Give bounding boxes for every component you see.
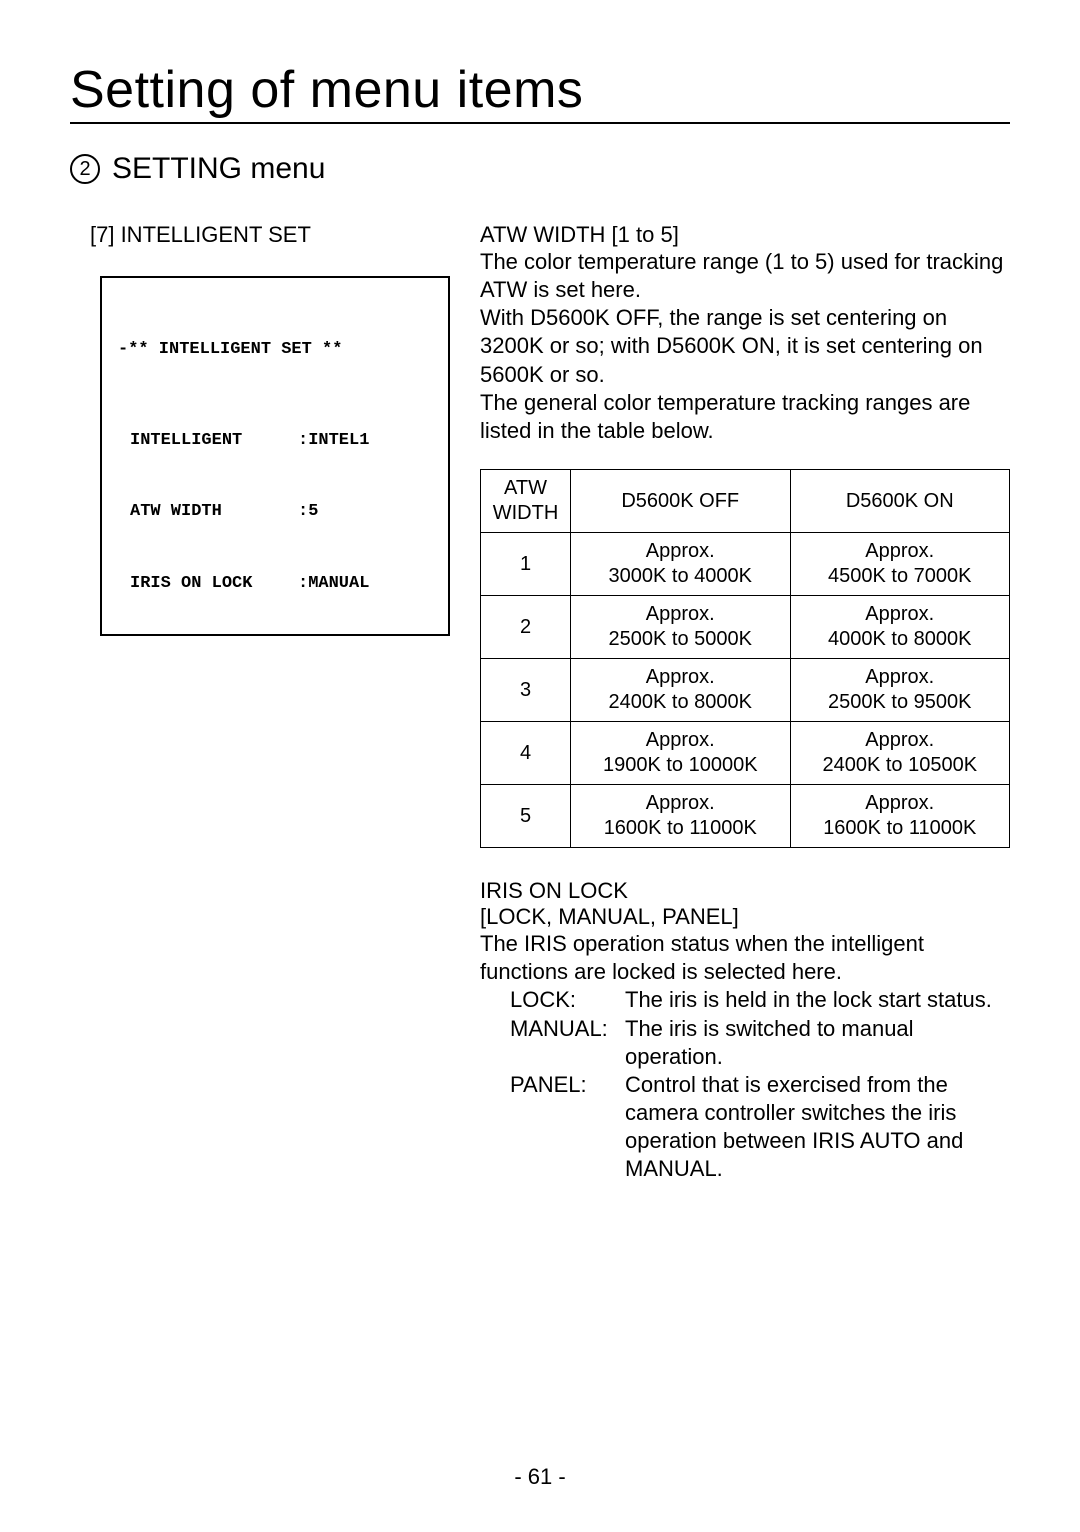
- page-title: Setting of menu items: [70, 60, 1010, 124]
- definition-term: MANUAL:: [510, 1015, 625, 1071]
- menu-row: INTELLIGENTINTEL1: [118, 429, 432, 453]
- table-cell-width: 2: [481, 596, 571, 659]
- table-row: 4Approx.1900K to 10000KApprox.2400K to 1…: [481, 722, 1010, 785]
- atw-para-3: The general color temperature tracking r…: [480, 389, 1010, 445]
- th-line2: WIDTH: [493, 502, 559, 524]
- iris-on-lock-block: IRIS ON LOCK [LOCK, MANUAL, PANEL] The I…: [480, 878, 1010, 1183]
- table-cell-on: Approx.1600K to 11000K: [790, 785, 1010, 848]
- atw-width-block: ATW WIDTH [1 to 5] The color temperature…: [480, 222, 1010, 445]
- menu-row: ATW WIDTH5: [118, 500, 432, 524]
- atw-heading: ATW WIDTH [1 to 5]: [480, 222, 1010, 248]
- table-cell-off: Approx.3000K to 4000K: [571, 533, 791, 596]
- iris-desc: The IRIS operation status when the intel…: [480, 930, 1010, 986]
- table-header: D5600K OFF: [571, 470, 791, 533]
- section-label: [7] INTELLIGENT SET: [90, 222, 450, 248]
- table-header: D5600K ON: [790, 470, 1010, 533]
- menu-key: INTELLIGENT: [118, 429, 298, 453]
- menu-value: INTEL1: [298, 429, 369, 453]
- definition-term: LOCK:: [510, 986, 625, 1014]
- definition-term: PANEL:: [510, 1071, 625, 1184]
- table-cell-off: Approx.1900K to 10000K: [571, 722, 791, 785]
- table-header-row: ATW WIDTH D5600K OFF D5600K ON: [481, 470, 1010, 533]
- table-cell-on: Approx.4000K to 8000K: [790, 596, 1010, 659]
- table-cell-on: Approx.4500K to 7000K: [790, 533, 1010, 596]
- table-header: ATW WIDTH: [481, 470, 571, 533]
- intelligent-set-menu-box: -** INTELLIGENT SET ** INTELLIGENTINTEL1…: [100, 276, 450, 636]
- page-number: - 61 -: [0, 1464, 1080, 1490]
- table-cell-off: Approx.2400K to 8000K: [571, 659, 791, 722]
- menu-key: ATW WIDTH: [118, 500, 298, 524]
- atw-width-table: ATW WIDTH D5600K OFF D5600K ON 1Approx.3…: [480, 469, 1010, 848]
- table-cell-width: 3: [481, 659, 571, 722]
- table-cell-width: 5: [481, 785, 571, 848]
- section-subtitle: 2 SETTING menu: [70, 152, 1010, 186]
- definition-row: MANUAL:The iris is switched to manual op…: [510, 1015, 1010, 1071]
- table-row: 1Approx.3000K to 4000KApprox.4500K to 70…: [481, 533, 1010, 596]
- menu-row: IRIS ON LOCKMANUAL: [118, 572, 432, 596]
- menu-value: 5: [298, 500, 318, 524]
- atw-para-2: With D5600K OFF, the range is set center…: [480, 304, 1010, 388]
- table-cell-on: Approx.2400K to 10500K: [790, 722, 1010, 785]
- circled-number-icon: 2: [70, 154, 100, 184]
- menu-value: MANUAL: [298, 572, 369, 596]
- table-cell-width: 1: [481, 533, 571, 596]
- table-cell-off: Approx.2500K to 5000K: [571, 596, 791, 659]
- menu-box-header: -** INTELLIGENT SET **: [118, 338, 432, 362]
- table-cell-on: Approx.2500K to 9500K: [790, 659, 1010, 722]
- atw-para-1: The color temperature range (1 to 5) use…: [480, 248, 1010, 304]
- iris-options: [LOCK, MANUAL, PANEL]: [480, 904, 1010, 930]
- table-row: 3Approx.2400K to 8000KApprox.2500K to 95…: [481, 659, 1010, 722]
- table-cell-off: Approx.1600K to 11000K: [571, 785, 791, 848]
- th-line1: ATW: [504, 477, 547, 499]
- subtitle-text: SETTING menu: [112, 152, 325, 186]
- definition-row: PANEL:Control that is exercised from the…: [510, 1071, 1010, 1184]
- definition-text: Control that is exercised from the camer…: [625, 1071, 1010, 1184]
- definition-text: The iris is switched to manual operation…: [625, 1015, 1010, 1071]
- definition-row: LOCK:The iris is held in the lock start …: [510, 986, 1010, 1014]
- table-cell-width: 4: [481, 722, 571, 785]
- menu-key: IRIS ON LOCK: [118, 572, 298, 596]
- table-row: 2Approx.2500K to 5000KApprox.4000K to 80…: [481, 596, 1010, 659]
- definition-text: The iris is held in the lock start statu…: [625, 986, 1010, 1014]
- iris-heading: IRIS ON LOCK: [480, 878, 1010, 904]
- table-row: 5Approx.1600K to 11000KApprox.1600K to 1…: [481, 785, 1010, 848]
